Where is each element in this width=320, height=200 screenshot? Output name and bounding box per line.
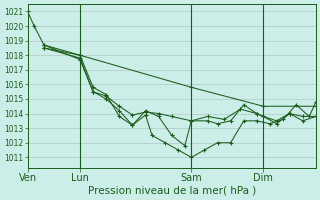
- X-axis label: Pression niveau de la mer( hPa ): Pression niveau de la mer( hPa ): [88, 186, 256, 196]
